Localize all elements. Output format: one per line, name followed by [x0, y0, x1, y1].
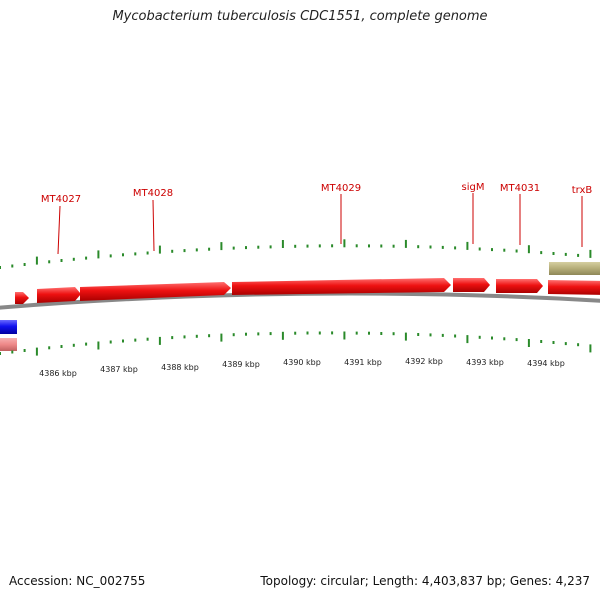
scale-label-group: 4386 kbp 4387 kbp 4388 kbp 4389 kbp 4390…: [39, 357, 565, 378]
scale-label: 4390 kbp: [283, 358, 321, 367]
gene-arrow[interactable]: [37, 287, 81, 303]
upper-tick-ring: [0, 239, 592, 269]
scale-label: 4387 kbp: [100, 365, 138, 374]
gene-label[interactable]: sigM: [462, 182, 485, 193]
scale-label: 4388 kbp: [161, 363, 199, 372]
gene-arrow[interactable]: [453, 278, 490, 292]
reverse-gene-blue[interactable]: [0, 320, 17, 334]
gene-label-group: MT4027 MT4028 MT4029 sigM MT4031 trxB: [41, 182, 593, 255]
gene-label[interactable]: trxB: [572, 185, 593, 196]
reverse-gene-pale[interactable]: [0, 338, 17, 351]
scale-label: 4394 kbp: [527, 359, 565, 368]
scale-label: 4391 kbp: [344, 358, 382, 367]
gene-label[interactable]: MT4027: [41, 194, 81, 205]
gene-label-leader: [57, 205, 61, 255]
scale-label: 4393 kbp: [466, 358, 504, 367]
gene-label[interactable]: MT4028: [133, 188, 173, 199]
genome-summary-text: Topology: circular; Length: 4,403,837 bp…: [260, 574, 590, 588]
forward-genes: [15, 278, 600, 304]
accession-text: Accession: NC_002755: [9, 574, 146, 588]
gene-arrow[interactable]: [232, 278, 451, 295]
olive-feature-band[interactable]: [549, 262, 600, 275]
lower-tick-ring: [0, 331, 592, 356]
gene-arrow[interactable]: [80, 282, 231, 301]
scale-label: 4386 kbp: [39, 369, 77, 378]
gene-label[interactable]: MT4031: [500, 183, 540, 194]
scale-label: 4392 kbp: [405, 357, 443, 366]
map-title: Mycobacterium tuberculosis CDC1551, comp…: [112, 9, 488, 24]
reverse-genes: [0, 320, 17, 351]
gene-arrow[interactable]: [548, 280, 600, 295]
gene-arrow[interactable]: [496, 279, 543, 293]
scale-label: 4389 kbp: [222, 360, 260, 369]
gene-label-leader: [152, 199, 155, 252]
gene-label[interactable]: MT4029: [321, 183, 361, 194]
gene-arrow[interactable]: [15, 292, 29, 304]
